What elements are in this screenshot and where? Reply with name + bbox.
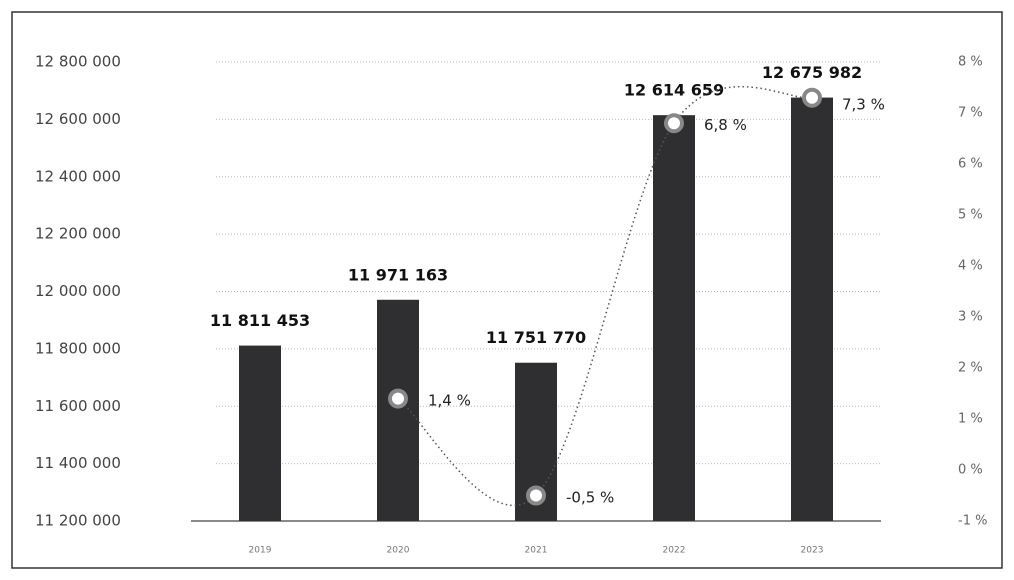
y-tick-label: 12 800 000 [35, 53, 121, 71]
line-value-label: -0,5 % [566, 488, 614, 506]
y2-tick-label: 1 % [958, 412, 983, 427]
bar-value-label: 11 971 163 [348, 265, 448, 284]
y-tick-label: 12 600 000 [35, 110, 121, 128]
y-tick-label: 11 800 000 [35, 339, 121, 357]
line-point [664, 113, 684, 134]
bar-value-label: 11 811 453 [210, 311, 310, 330]
y-tick-label: 11 200 000 [35, 512, 121, 530]
line-point [526, 485, 546, 506]
bar [791, 97, 833, 521]
x-tick-label: 2020 [387, 546, 410, 556]
y2-tick-label: 4 % [958, 259, 983, 274]
y2-tick-label: 5 % [958, 208, 983, 223]
line-point [802, 87, 822, 108]
line-point [388, 388, 408, 409]
bar [239, 345, 281, 521]
y-tick-label: 11 400 000 [35, 454, 121, 472]
line-value-label: 7,3 % [842, 95, 885, 113]
bar [377, 299, 419, 521]
bar-value-label: 11 751 770 [486, 328, 586, 347]
x-tick-label: 2019 [249, 546, 272, 556]
y2-tick-label: 7 % [958, 106, 983, 121]
frame [11, 11, 1003, 569]
bar [653, 115, 695, 521]
x-tick-label: 2023 [801, 546, 824, 556]
y2-tick-label: 8 % [958, 55, 983, 70]
x-tick-label: 2022 [663, 546, 686, 556]
y-tick-label: 12 200 000 [35, 225, 121, 243]
line-value-label: 1,4 % [428, 392, 471, 410]
y2-tick-label: 6 % [958, 157, 983, 172]
x-tick-label: 2021 [525, 546, 548, 556]
bar-value-label: 12 675 982 [762, 63, 862, 82]
y-tick-label: 11 600 000 [35, 397, 121, 415]
line-value-label: 6,8 % [704, 116, 747, 134]
y2-tick-label: 0 % [958, 463, 983, 478]
bar-value-label: 12 614 659 [624, 81, 724, 100]
y2-tick-label: 2 % [958, 361, 983, 376]
y2-tick-label: 3 % [958, 310, 983, 325]
y-tick-label: 12 400 000 [35, 167, 121, 185]
y-tick-label: 12 000 000 [35, 282, 121, 300]
y2-tick-label: -1 % [958, 514, 987, 529]
line [397, 85, 813, 506]
